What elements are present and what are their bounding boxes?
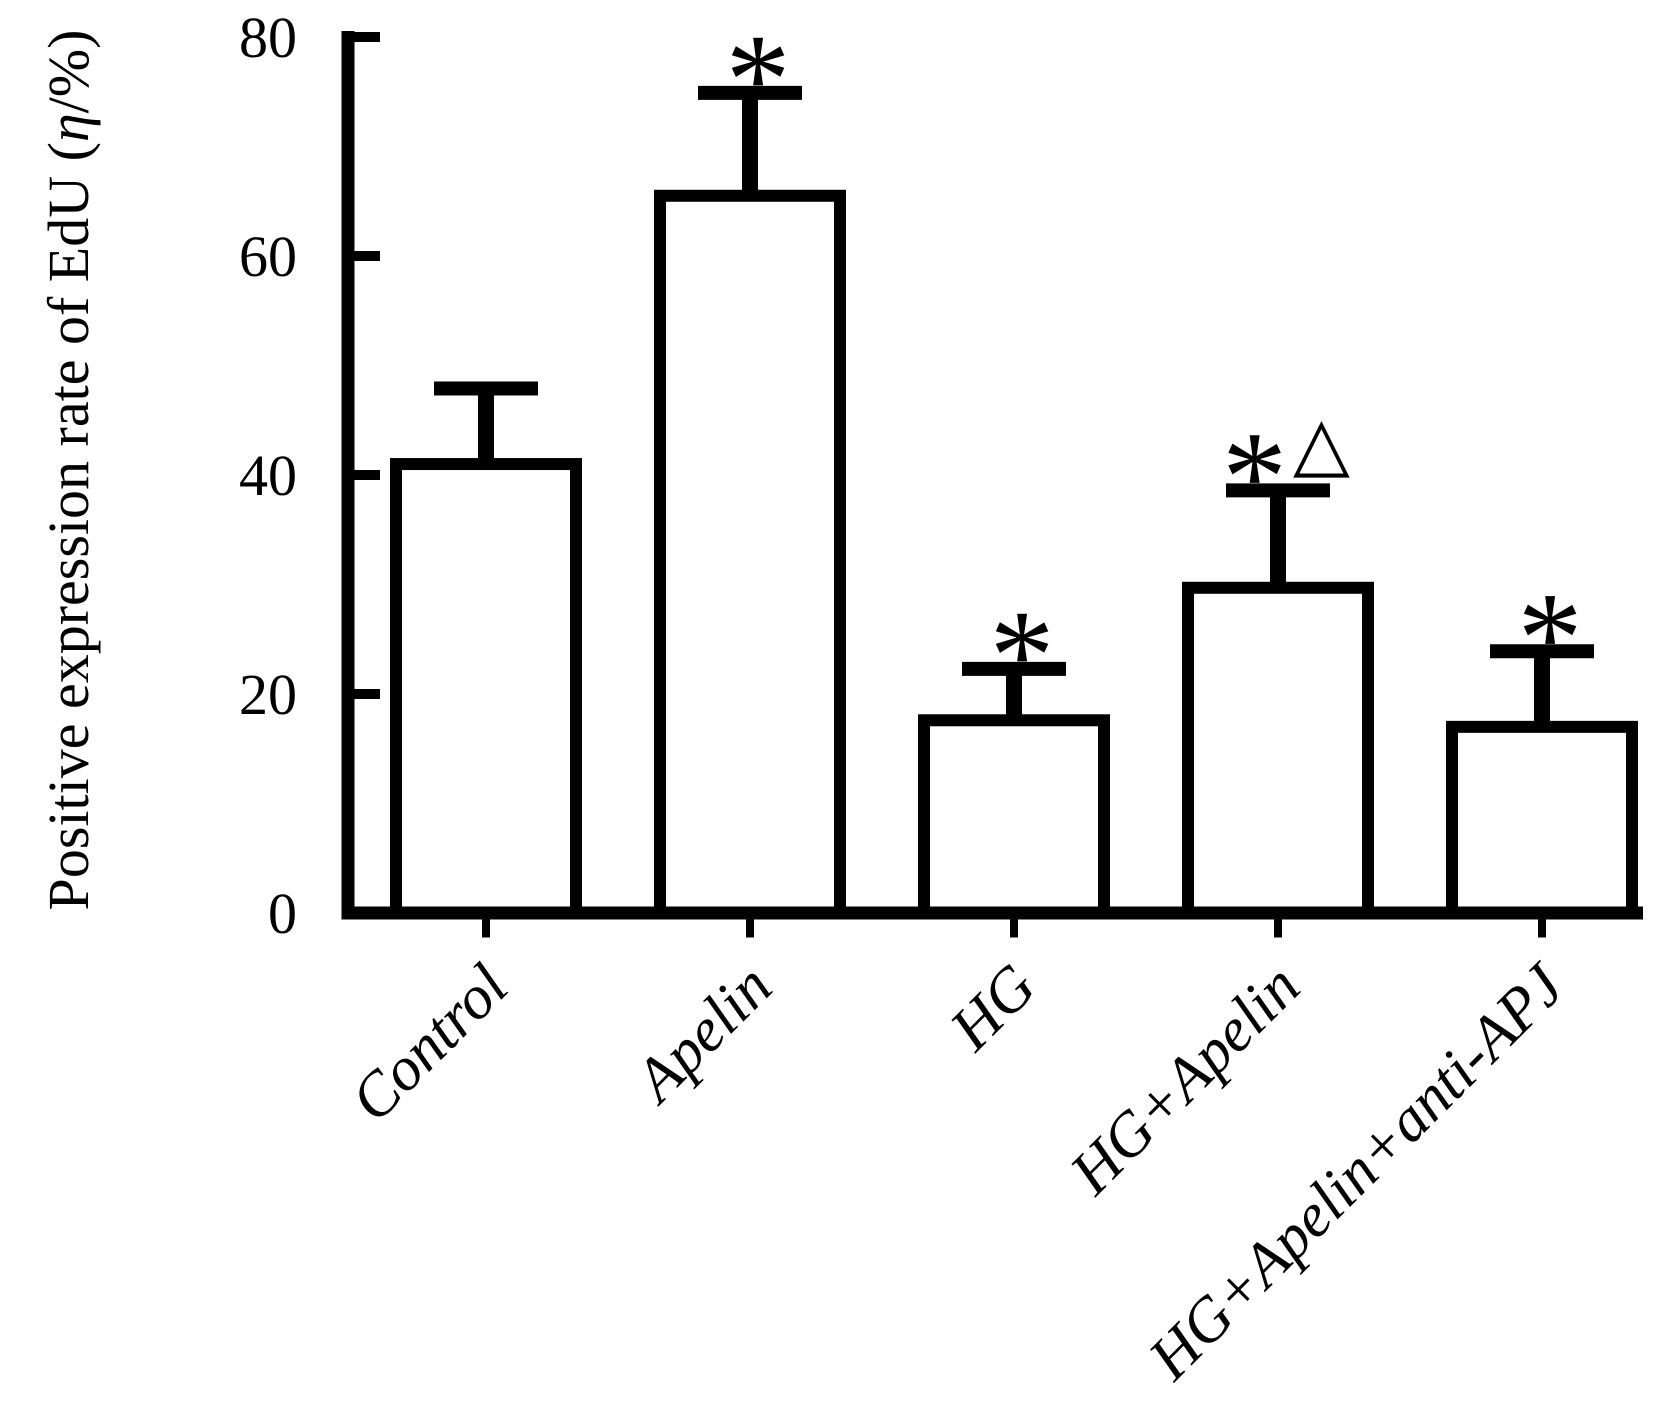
bar-control <box>390 458 582 919</box>
y-tick-label-60: 60 <box>239 224 297 289</box>
significance-annotation-hg: * <box>990 584 1055 728</box>
bar-hg-apelin-anti-apj <box>1446 720 1638 919</box>
y-tick-label-20: 20 <box>239 662 297 727</box>
y-tick-label-0: 0 <box>268 881 297 946</box>
significance-annotation-hg-apelin: *△ <box>1222 403 1350 549</box>
bar-hg-apelin <box>1182 581 1374 919</box>
y-tick-label-80: 80 <box>239 5 297 70</box>
significance-annotation-hg-apelin-anti-apj: * <box>1518 566 1583 710</box>
x-category-label-apelin: Apelin <box>620 952 785 1117</box>
significance-annotation-apelin: * <box>726 8 791 152</box>
x-category-label-control: Control <box>338 952 521 1135</box>
x-category-label-hg-apelin: HG+Apelin <box>1057 952 1313 1208</box>
x-category-label-hg: HG <box>937 952 1049 1064</box>
bar-hg <box>918 714 1110 920</box>
bar-apelin <box>654 189 846 919</box>
y-axis-title: Positive expression rate of EdU (η/%) <box>36 30 101 911</box>
y-tick-label-40: 40 <box>239 443 297 508</box>
